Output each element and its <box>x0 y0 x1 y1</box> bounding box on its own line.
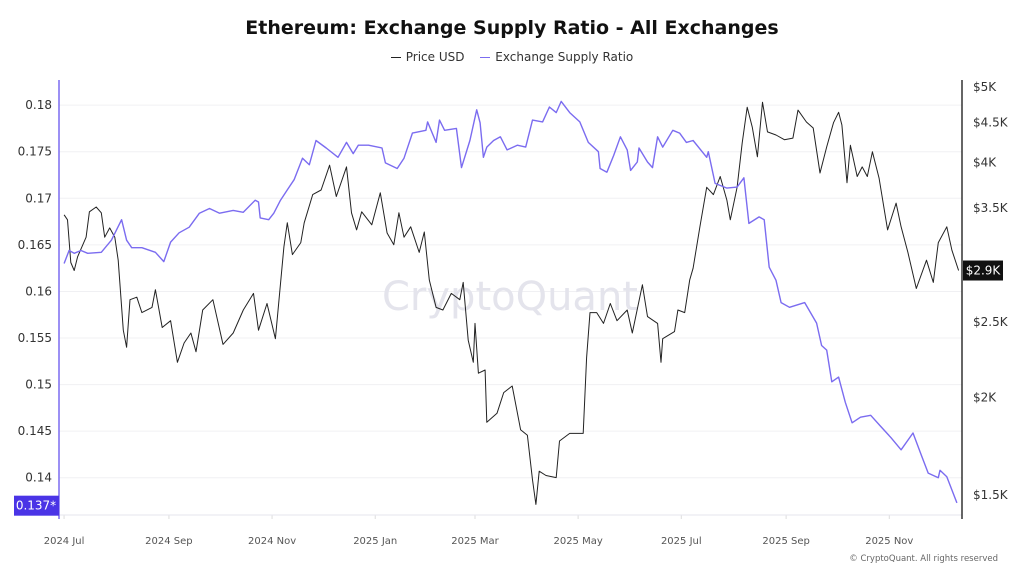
left-axis-tick-label: 0.145 <box>18 424 52 438</box>
legend-label-price: Price USD <box>405 50 465 64</box>
legend-item-price[interactable]: Price USD <box>390 50 465 64</box>
left-axis-tick-label: 0.155 <box>18 331 52 345</box>
price-last-value-badge <box>963 260 1003 281</box>
legend-label-ratio: Exchange Supply Ratio <box>495 50 634 64</box>
chart-title: Ethereum: Exchange Supply Ratio - All Ex… <box>245 17 779 39</box>
axes: 0.18 0.175 0.17 0.165 0.16 0.155 0.15 0.145 0.14… <box>14 80 1009 547</box>
x-axis-tick-label: 2025 Nov <box>865 536 913 547</box>
left-axis-tick-label: 0.16 <box>25 284 52 298</box>
x-axis-tick-label: 2025 Jul <box>661 536 702 547</box>
right-axis-tick-label: $1.5K <box>973 488 1009 502</box>
left-axis-tick-label: 0.17 <box>25 191 52 205</box>
x-axis-tick-label: 2025 May <box>553 536 602 547</box>
gridlines <box>59 104 962 479</box>
left-axis-tick-label: 0.175 <box>18 145 52 159</box>
x-axis-tick-label: 2025 Sep <box>762 536 809 547</box>
watermark: CryptoQuant <box>382 274 638 320</box>
x-axis-tick-label: 2024 Nov <box>248 536 296 547</box>
price-last-value-label: $2.9K <box>966 264 1002 278</box>
right-axis-tick-label: $4.5K <box>973 116 1009 130</box>
x-axis-tick-label: 2024 Sep <box>145 536 192 547</box>
ratio-last-value-label: 0.137* <box>16 499 56 513</box>
x-axis-tick-label: 2024 Jul <box>44 536 85 547</box>
series-lines <box>63 100 960 505</box>
legend-swatch-ratio <box>480 56 491 59</box>
copyright-notice: © CryptoQuant. All rights reserved <box>849 554 998 564</box>
price-usd-line <box>63 101 960 505</box>
left-axis-tick-label: 0.15 <box>25 378 52 392</box>
legend: Price USD Exchange Supply Ratio <box>0 50 1024 64</box>
legend-swatch-price <box>390 56 401 59</box>
x-axis-tick-label: 2025 Mar <box>451 536 499 547</box>
right-axis-tick-label: $4K <box>973 156 997 170</box>
left-axis-tick-label: 0.18 <box>25 98 52 112</box>
legend-item-ratio[interactable]: Exchange Supply Ratio <box>480 50 633 64</box>
right-axis-tick-label: $2K <box>973 391 997 405</box>
ratio-last-value-badge <box>14 495 59 516</box>
left-axis-tick-label: 0.14 <box>25 471 52 485</box>
exchange-supply-ratio-line <box>63 100 958 504</box>
x-axis-tick-label: 2025 Jan <box>353 536 397 547</box>
right-axis-tick-label: $2.5K <box>973 315 1009 329</box>
left-axis-tick-label: 0.165 <box>18 238 52 252</box>
right-axis-tick-label: $5K <box>973 80 997 94</box>
right-axis-tick-label: $3.5K <box>973 201 1009 215</box>
